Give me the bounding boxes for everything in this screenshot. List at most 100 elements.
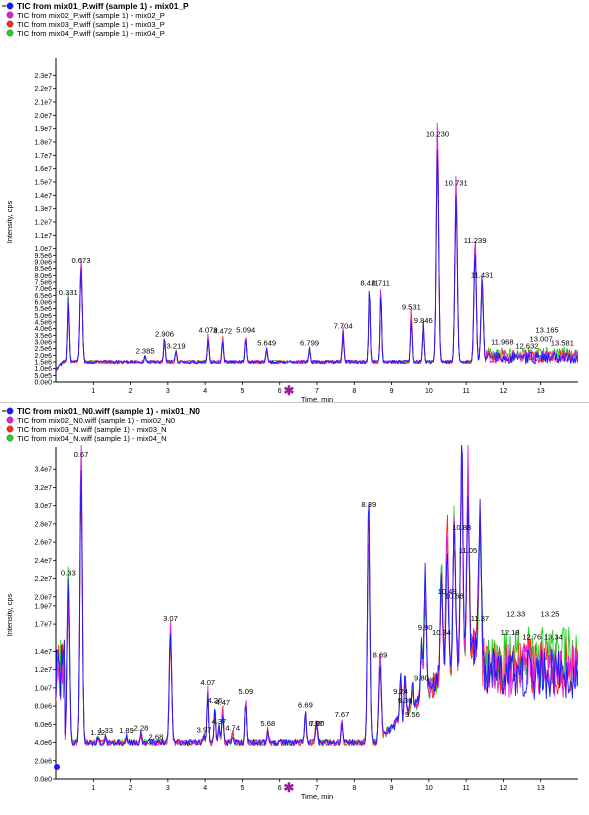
peak-label: 11.37 xyxy=(471,614,489,623)
y-tick-label: 2.3e7 xyxy=(34,73,52,80)
y-tick-label: 2.0e6 xyxy=(34,758,52,765)
y-tick-label: 2.5e6 xyxy=(34,346,52,353)
legend-marker-3 xyxy=(6,20,14,28)
y-tick-label: 7.5e6 xyxy=(34,280,52,287)
y-tick-label: 3.4e7 xyxy=(34,467,52,474)
y-tick-label: 8.5e6 xyxy=(34,266,52,273)
legend-marker-4 xyxy=(6,434,14,442)
x-tick-label: 12 xyxy=(500,388,508,395)
peak-label: 10.731 xyxy=(444,179,467,188)
y-tick-label: 1.3e7 xyxy=(34,206,52,213)
legend-marker-1 xyxy=(6,407,14,415)
x-tick-label: 6 xyxy=(278,785,282,792)
peak-label: 13.34 xyxy=(544,632,563,641)
peak-label: 8.39 xyxy=(361,500,376,509)
peak-label: 12.632 xyxy=(515,341,538,350)
peak-label: 9.24 xyxy=(393,687,408,696)
x-tick-label: 4 xyxy=(203,785,207,792)
peak-label: 10.34 xyxy=(432,628,451,637)
y-tick-label: 8.0e6 xyxy=(34,704,52,711)
series-trace-4 xyxy=(56,457,578,747)
peak-label: 9.90 xyxy=(418,623,433,632)
y-tick-label: 1.0e7 xyxy=(34,246,52,253)
series-trace-3 xyxy=(56,445,578,747)
legend-entry-2: TIC from mix02_N0.wiff (sample 1) - mix0… xyxy=(17,416,175,425)
peak-label: 9.531 xyxy=(402,303,421,312)
x-tick-label: 8 xyxy=(352,785,356,792)
y-tick-label: 1.9e7 xyxy=(34,603,52,610)
y-tick-label: 1.2e7 xyxy=(34,667,52,674)
series-trace-3 xyxy=(56,162,578,372)
x-tick-label: 10 xyxy=(425,785,433,792)
y-tick-label: 9.5e6 xyxy=(34,253,52,260)
x-tick-label: 11 xyxy=(463,388,470,395)
x-tick-label: 3 xyxy=(166,388,170,395)
y-axis-label: Intensity, cps xyxy=(5,200,14,243)
y-tick-label: 2.8e7 xyxy=(34,521,52,528)
peak-label: 0.67 xyxy=(74,450,89,459)
asterisk-marker-icon: ✱ xyxy=(284,383,295,398)
peak-label: 3.07 xyxy=(163,614,178,623)
peak-labels: 0.33 0.67 1.121.33 1.89 2.282.68 3.07 3.97 4.07… xyxy=(61,450,563,741)
y-tick-label: 6.0e6 xyxy=(34,300,52,307)
x-tick-label: 10 xyxy=(425,388,433,395)
y-tick-label: 4.5e6 xyxy=(34,320,52,327)
x-tick-label: 13 xyxy=(537,785,545,792)
legend-marker-4 xyxy=(6,29,14,37)
peak-label: 6.69 xyxy=(298,701,313,710)
peak-label: 0.673 xyxy=(71,256,90,265)
y-tick-label: 5.0e6 xyxy=(34,313,52,320)
x-axis-label: Time, min xyxy=(301,792,333,801)
y-tick-label: 1.4e7 xyxy=(34,193,52,200)
asterisk-marker-icon: ✱ xyxy=(284,780,295,795)
y-tick-label: 1.6e7 xyxy=(34,166,52,173)
peak-label: 4.472 xyxy=(213,327,232,336)
x-tick-label: 5 xyxy=(240,388,244,395)
x-tick-label: 5 xyxy=(240,785,244,792)
series-trace-2 xyxy=(56,445,578,747)
y-tick-label: 3.0e6 xyxy=(34,340,52,347)
peak-label: 9.846 xyxy=(414,316,433,325)
peak-label: 4.37 xyxy=(212,717,227,726)
legend-entry-1: TIC from mix01_P.wiff (sample 1) - mix01… xyxy=(17,1,189,11)
peak-label: 10.68 xyxy=(445,591,464,600)
peak-label: 13.165 xyxy=(535,325,558,334)
peak-label: 1.89 xyxy=(119,726,134,735)
y-tick-label: 2.2e7 xyxy=(34,86,52,93)
legend-entry-3: TIC from mix03_P.wiff (sample 1) - mix03… xyxy=(17,20,165,29)
legend-marker-2 xyxy=(6,416,14,424)
peak-label: 13.007 xyxy=(529,335,552,344)
panel-divider xyxy=(0,402,589,403)
series-trace-1 xyxy=(56,445,578,747)
y-tick-label: 5.0e5 xyxy=(34,373,52,380)
x-tick-label: 7 xyxy=(315,388,319,395)
peak-label: 11.431 xyxy=(471,271,494,280)
y-tick-label: 2.1e7 xyxy=(34,100,52,107)
y-tick-label: 1.5e6 xyxy=(34,360,52,367)
y-tick-label: 1.8e7 xyxy=(34,140,52,147)
chart-positive: TIC from mix01_P.wiff (sample 1) - mix01… xyxy=(2,1,578,404)
legend-entry-1: TIC from mix01_N0.wiff (sample 1) - mix0… xyxy=(17,406,200,416)
peak-label: 5.09 xyxy=(238,687,253,696)
peak-label: 2.68 xyxy=(149,733,164,742)
peak-label: 7.704 xyxy=(334,321,353,330)
peak-label: 9.80 xyxy=(414,673,429,682)
peak-label: 8.711 xyxy=(372,279,390,288)
legend-entry-4: TIC from mix04_P.wiff (sample 1) - mix04… xyxy=(17,29,165,38)
legend-marker-2 xyxy=(6,11,14,19)
x-tick-label: 9 xyxy=(390,785,394,792)
y-tick-label: 0.0e0 xyxy=(34,777,52,784)
peak-label: 8.69 xyxy=(373,651,388,660)
y-tick-label: 2.4e7 xyxy=(34,558,52,565)
peak-label: 4.07 xyxy=(200,678,215,687)
legend: TIC from mix01_N0.wiff (sample 1) - mix0… xyxy=(2,406,200,443)
axes: 0.0e0 2.0e6 4.0e6 6.0e6 8.0e6 1.0e7 1.2e7 1.4e7… xyxy=(5,447,578,801)
peak-label: 8.411 xyxy=(360,279,378,288)
peak-label: 3.219 xyxy=(167,341,186,350)
y-tick-label: 9.0e6 xyxy=(34,260,52,267)
chart-negative: TIC from mix01_N0.wiff (sample 1) - mix0… xyxy=(2,406,578,801)
x-tick-label: 9 xyxy=(390,388,394,395)
x-tick-label: 1 xyxy=(91,785,95,792)
traces xyxy=(56,122,578,372)
peak-label: 0.331 xyxy=(59,288,78,297)
